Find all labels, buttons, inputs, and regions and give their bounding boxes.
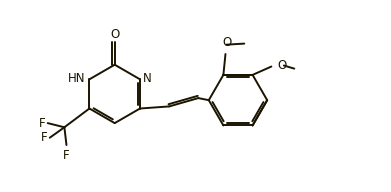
Text: O: O [222,36,231,49]
Text: HN: HN [68,72,85,85]
Text: N: N [143,72,152,85]
Text: F: F [63,149,70,162]
Text: O: O [278,59,287,72]
Text: F: F [41,131,48,144]
Text: F: F [39,117,46,130]
Text: O: O [110,28,119,41]
